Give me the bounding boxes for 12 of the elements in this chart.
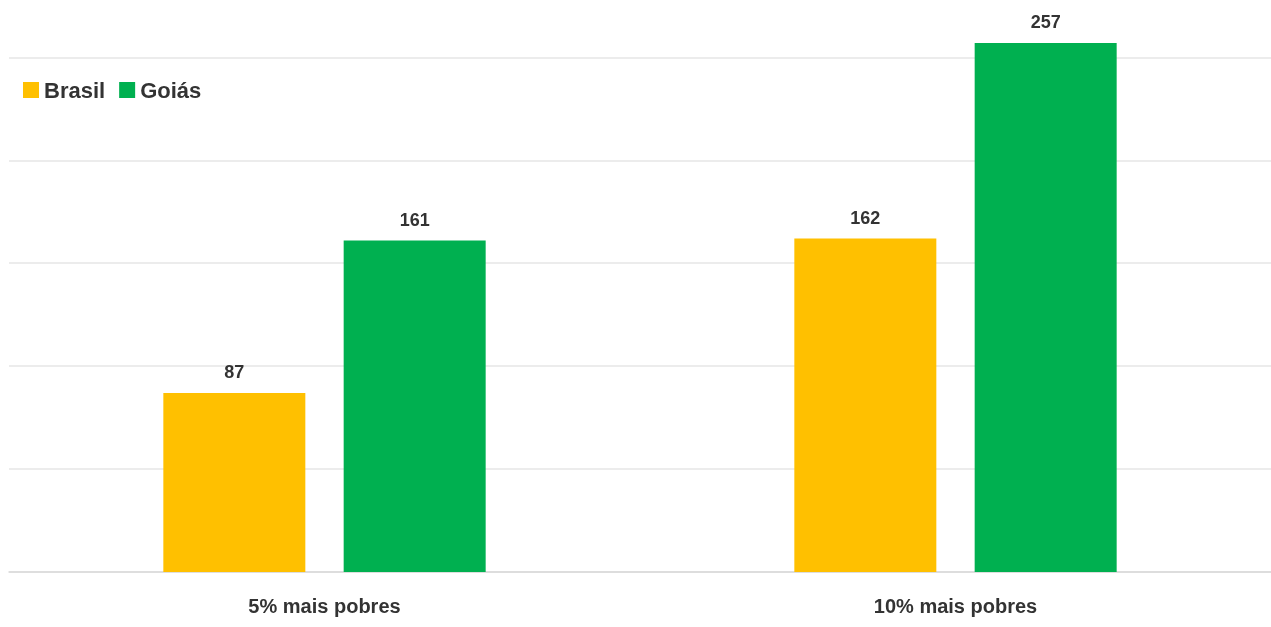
bar	[974, 43, 1117, 572]
x-tick-label: 5% mais pobres	[248, 595, 401, 617]
x-tick-label: 10% mais pobres	[873, 595, 1038, 617]
bar	[343, 240, 486, 572]
data-label: 257	[1030, 12, 1061, 32]
data-label: 161	[399, 209, 430, 230]
legend-label: Goiás	[140, 77, 202, 103]
data-label: 162	[850, 207, 881, 228]
bar	[794, 238, 937, 572]
bar	[163, 392, 306, 572]
data-label: 87	[224, 361, 245, 382]
legend-label: Brasil	[44, 77, 106, 103]
